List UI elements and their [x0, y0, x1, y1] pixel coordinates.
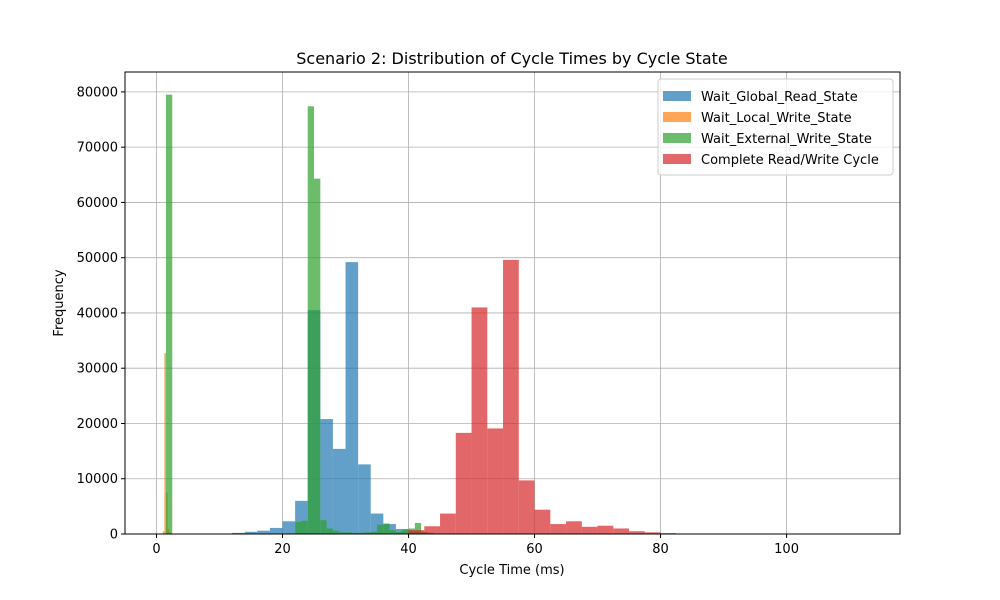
- legend-swatch: [663, 133, 691, 143]
- x-tick-label: 40: [400, 542, 417, 557]
- histogram-bar: [269, 527, 283, 534]
- bars: [162, 94, 708, 535]
- histogram-bar: [414, 522, 422, 534]
- y-tick-label: 0: [110, 528, 118, 543]
- series-2: [165, 94, 428, 535]
- histogram-bar: [162, 531, 165, 534]
- histogram-bar: [301, 520, 308, 534]
- legend-label: Wait_External_Write_State: [701, 132, 872, 147]
- histogram-bar: [440, 513, 456, 534]
- histogram-bar: [244, 531, 258, 534]
- histogram-bar: [597, 525, 614, 534]
- histogram-bar: [326, 528, 333, 534]
- x-tick-label: 20: [274, 542, 291, 557]
- histogram-bar: [332, 530, 340, 534]
- legend: Wait_Global_Read_State Wait_Local_Write_S…: [657, 78, 894, 176]
- y-tick-label: 50000: [77, 251, 118, 266]
- histogram-bar: [282, 521, 296, 534]
- histogram-bar: [358, 464, 371, 534]
- series-3: [408, 259, 708, 534]
- histogram-bar: [518, 480, 535, 534]
- histogram-bar: [257, 530, 270, 534]
- histogram-bar: [370, 531, 378, 534]
- legend-swatch: [663, 112, 691, 122]
- histogram-bar: [364, 532, 371, 534]
- y-tick-label: 60000: [77, 196, 118, 211]
- x-axis-title: Cycle Time (ms): [459, 563, 564, 578]
- histogram-bar: [351, 532, 359, 534]
- histogram-bar: [377, 524, 384, 534]
- histogram-bar: [644, 532, 661, 534]
- histogram-bar: [307, 106, 315, 535]
- histogram-bar: [471, 307, 488, 534]
- histogram-bar: [345, 262, 359, 534]
- x-tick-label: 100: [774, 542, 799, 557]
- histogram-bar: [395, 531, 403, 534]
- histogram-bar: [566, 521, 582, 534]
- y-axis-title: Frequency: [52, 269, 67, 336]
- histogram-bar: [339, 532, 346, 534]
- histogram-bar: [165, 94, 173, 534]
- legend-label: Complete Read/Write Cycle: [701, 153, 879, 168]
- series-0: [232, 262, 434, 534]
- histogram-bar: [345, 532, 352, 534]
- histogram-bar: [581, 526, 598, 534]
- y-tick-label: 10000: [77, 472, 118, 487]
- histogram-bar: [424, 526, 441, 534]
- x-tick-label: 0: [152, 542, 160, 557]
- ticks: 0 20 40 60 80 100 0 10000 20000 30000 40000 50000 60…: [77, 85, 799, 557]
- histogram-bar: [629, 531, 645, 534]
- y-tick-label: 20000: [77, 417, 118, 432]
- histogram-bar: [164, 353, 166, 534]
- y-tick-label: 80000: [77, 85, 118, 100]
- histogram-bar: [383, 523, 390, 534]
- histogram-bar: [358, 532, 365, 534]
- histogram-bar: [503, 259, 519, 534]
- legend-swatch: [663, 154, 691, 164]
- histogram-bar: [550, 524, 567, 534]
- y-tick-label: 30000: [77, 362, 118, 377]
- y-tick-label: 70000: [77, 141, 118, 156]
- legend-swatch: [663, 91, 691, 101]
- histogram-bar: [320, 520, 327, 534]
- histogram-bar: [402, 529, 409, 534]
- legend-box: [657, 78, 894, 176]
- histogram-bar: [332, 448, 346, 534]
- x-tick-label: 60: [526, 542, 543, 557]
- histogram-bar: [320, 419, 333, 534]
- histogram-bar: [455, 432, 472, 534]
- histogram-bar: [408, 530, 425, 534]
- chart-title: Scenario 2: Distribution of Cycle Times …: [296, 49, 728, 68]
- histogram-bar: [295, 521, 302, 534]
- legend-label: Wait_Local_Write_State: [701, 111, 852, 126]
- histogram-bar: [534, 509, 551, 534]
- plot-frame: [124, 71, 901, 535]
- histogram-bar: [314, 178, 321, 534]
- histogram-bar: [487, 428, 504, 534]
- x-tick-label: 80: [652, 542, 669, 557]
- histogram-bar: [389, 530, 396, 534]
- legend-label: Wait_Global_Read_State: [701, 90, 858, 105]
- histogram-bar: [232, 532, 245, 534]
- histogram-bar: [613, 528, 630, 534]
- y-tick-label: 40000: [77, 306, 118, 321]
